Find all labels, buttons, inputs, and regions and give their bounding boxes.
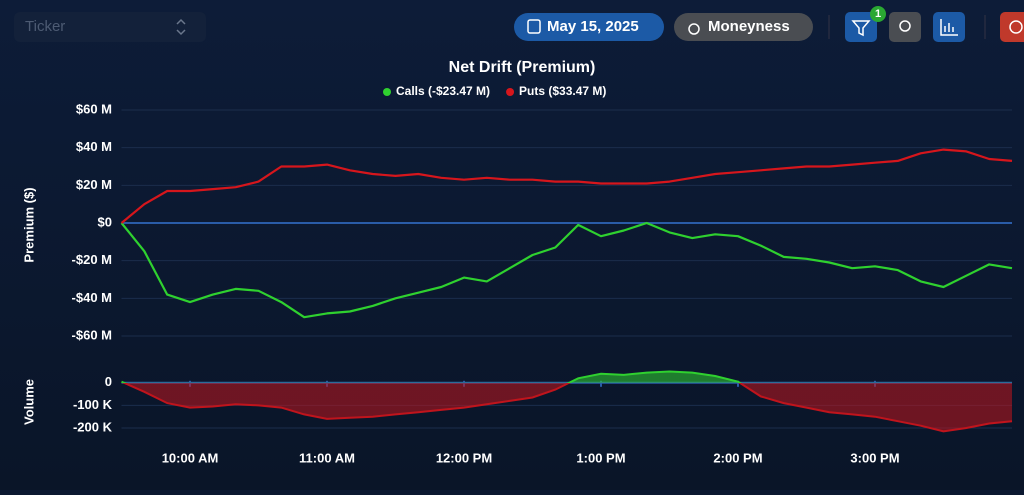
filter-badge	[870, 6, 886, 22]
y-tick-label: $20 M	[76, 177, 112, 192]
series-line	[120, 148, 1013, 224]
select-arrows	[176, 18, 186, 36]
reset-icon	[1009, 20, 1023, 34]
ticker-placeholder: Ticker	[25, 18, 65, 35]
y-tick-label: 0	[105, 374, 112, 389]
legend-marker	[506, 88, 515, 96]
y-tick-label: -$40 M	[72, 290, 112, 305]
filter-icon	[851, 20, 871, 37]
moneyness-button[interactable]	[674, 13, 813, 41]
y-tick-label: -200 K	[73, 419, 113, 434]
y-tick-label: $40 M	[76, 139, 112, 154]
y-tick-label: -100 K	[73, 397, 113, 412]
x-tick-label: 2:00 PM	[713, 450, 762, 465]
reset-button[interactable]	[1000, 12, 1024, 42]
moneyness-label: Moneyness	[708, 18, 790, 35]
calendar-icon	[527, 19, 541, 34]
chart-title: Net Drift (Premium)	[449, 59, 596, 76]
y-axis-label: Premium ($)	[21, 187, 36, 262]
y-tick-label: -$20 M	[72, 252, 112, 267]
y-axis-label: Volume	[21, 379, 36, 425]
x-tick-label: 10:00 AM	[162, 450, 219, 465]
x-tick-label: 3:00 PM	[850, 450, 899, 465]
area-line	[121, 370, 1013, 433]
x-tick-label: 11:00 AM	[299, 450, 355, 465]
x-tick-label: 1:00 PM	[576, 450, 625, 465]
date-label: May 15, 2025	[547, 18, 639, 35]
bag-icon	[688, 23, 700, 35]
legend-label: Calls (-$23.47 M)	[396, 84, 490, 98]
y-tick-label: $60 M	[76, 101, 112, 116]
ticker-select[interactable]	[14, 12, 206, 42]
y-tick-label: -$60 M	[72, 327, 112, 342]
legend-marker	[383, 88, 391, 96]
bulb-icon	[899, 20, 911, 32]
y-tick-label: $0	[98, 214, 112, 229]
insight-button[interactable]	[889, 12, 921, 42]
legend-label: Puts ($33.47 M)	[519, 84, 606, 98]
series-line	[120, 221, 1013, 319]
date-button[interactable]	[514, 13, 664, 41]
x-tick-label: 12:00 PM	[436, 450, 492, 465]
area-fill	[121, 371, 1012, 432]
filter-badge-count: 1	[875, 8, 881, 20]
chart-icon	[940, 19, 958, 36]
filter-button[interactable]	[845, 12, 877, 42]
